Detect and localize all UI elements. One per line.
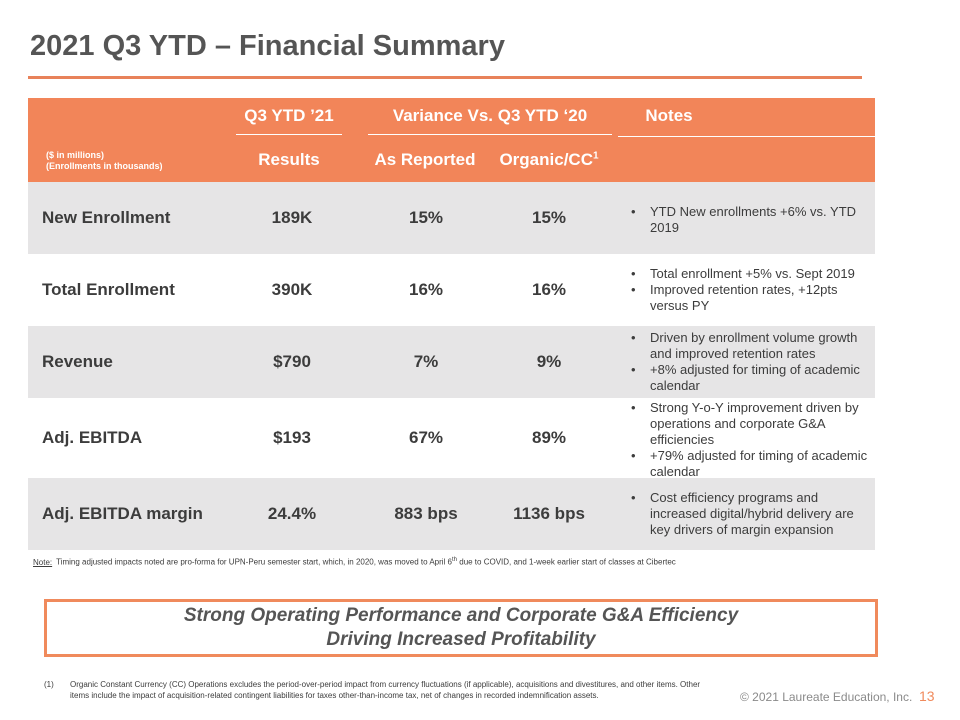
organic-value: 15% [531, 208, 567, 227]
table-row: Revenue $790 7% 9% Driven by enrollment … [28, 326, 875, 398]
footnote-ref-1: 1 [592, 150, 599, 162]
metric-label: Revenue [42, 352, 113, 371]
note-item: Cost efficiency programs and increased d… [624, 490, 873, 538]
notes-list: Cost efficiency programs and increased d… [624, 490, 873, 538]
table-row: Adj. EBITDA margin 24.4% 883 bps 1136 bp… [28, 478, 875, 550]
header-q3-ytd: Q3 YTD ’21 [244, 106, 334, 125]
callout-line-2: Driving Increased Profitability [326, 629, 596, 650]
organic-value: 16% [531, 280, 567, 299]
table-row: New Enrollment 189K 15% 15% YTD New enro… [28, 182, 875, 254]
metric-label: New Enrollment [42, 208, 171, 227]
timing-note: Note: Timing adjusted impacts noted are p… [33, 557, 676, 567]
footnote: (1) Organic Constant Currency (CC) Opera… [44, 680, 704, 701]
header-organic-cc-label: Organic/CC [499, 150, 593, 169]
copyright: © 2021 Laureate Education, Inc. [740, 690, 913, 704]
header-variance: Variance Vs. Q3 YTD ‘20 [392, 106, 588, 125]
footnote-text: Organic Constant Currency (CC) Operation… [70, 680, 701, 700]
notes-list: Driven by enrollment volume growth and i… [624, 330, 873, 394]
note-item: Total enrollment +5% vs. Sept 2019 [624, 266, 873, 282]
note-text-superscript: th [452, 557, 458, 563]
note-text: Timing adjusted impacts noted are pro-fo… [56, 557, 452, 567]
header-q3-ytd-underline [236, 134, 342, 135]
header-notes: Notes [645, 106, 693, 125]
note-item: +8% adjusted for timing of academic cale… [624, 362, 873, 394]
table-header: Q3 YTD ’21 Variance Vs. Q3 YTD ‘20 Notes… [28, 98, 875, 182]
financial-summary-table: Q3 YTD ’21 Variance Vs. Q3 YTD ‘20 Notes… [28, 98, 875, 550]
as-reported-value: 7% [413, 352, 439, 371]
note-item: Driven by enrollment volume growth and i… [624, 330, 873, 362]
organic-value: 9% [536, 352, 562, 371]
organic-value: 1136 bps [513, 504, 585, 523]
callout-box: Strong Operating Performance and Corpora… [44, 599, 878, 657]
table-row: Total Enrollment 390K 16% 16% Total enro… [28, 254, 875, 326]
organic-value: 89% [531, 428, 567, 447]
callout-line-1: Strong Operating Performance and Corpora… [183, 605, 739, 626]
results-value: 24.4% [267, 504, 317, 523]
as-reported-value: 67% [408, 428, 444, 447]
notes-list: Total enrollment +5% vs. Sept 2019 Impro… [624, 266, 873, 314]
header-as-reported: As Reported [374, 150, 476, 169]
note-item: YTD New enrollments +6% vs. YTD 2019 [624, 204, 873, 236]
results-value: 390K [271, 280, 313, 299]
results-value: 189K [271, 208, 313, 227]
notes-list: Strong Y-o-Y improvement driven by opera… [624, 400, 873, 480]
header-notes-underline [618, 136, 875, 137]
as-reported-value: 15% [408, 208, 444, 227]
note-text-end: due to COVID, and 1-week earlier start o… [457, 557, 676, 567]
as-reported-value: 883 bps [394, 504, 458, 523]
page-title: 2021 Q3 YTD – Financial Summary [30, 30, 505, 62]
note-item: Strong Y-o-Y improvement driven by opera… [624, 400, 873, 448]
metric-label: Total Enrollment [42, 280, 175, 299]
footnote-number: (1) [44, 680, 54, 689]
note-label: Note: [33, 557, 53, 567]
results-value: $790 [273, 352, 311, 371]
metric-label: Adj. EBITDA margin [42, 504, 203, 523]
table-row: Adj. EBITDA $193 67% 89% Strong Y-o-Y im… [28, 398, 875, 480]
as-reported-value: 16% [408, 280, 444, 299]
notes-list: YTD New enrollments +6% vs. YTD 2019 [624, 204, 873, 236]
results-value: $193 [273, 428, 311, 447]
units-line-2: (Enrollments in thousands) [46, 161, 163, 171]
header-variance-underline [368, 134, 612, 135]
title-divider [28, 76, 862, 79]
page-number: 13 [919, 688, 935, 704]
header-organic-cc: Organic/CC1 [489, 150, 609, 170]
metric-label: Adj. EBITDA [42, 428, 143, 447]
note-item: Improved retention rates, +12pts versus … [624, 282, 873, 314]
header-results: Results [258, 150, 320, 169]
units-label: ($ in millions) (Enrollments in thousand… [46, 150, 163, 172]
note-item: +79% adjusted for timing of academic cal… [624, 448, 873, 480]
units-line-1: ($ in millions) [46, 150, 105, 160]
